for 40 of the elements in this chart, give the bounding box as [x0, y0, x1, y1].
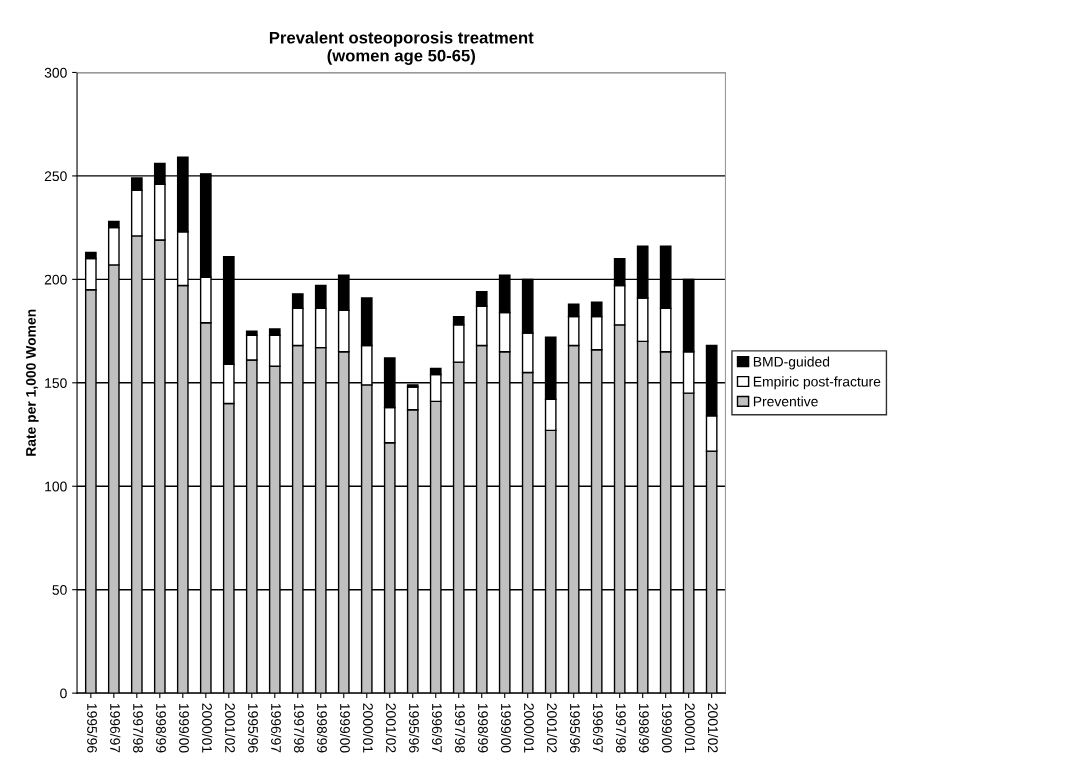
x-tick-label: 1996/97 [592, 703, 604, 753]
legend-label: BMD-guided [753, 356, 830, 370]
y-tick-label: 250 [44, 171, 67, 182]
x-tick-label: 1999/00 [661, 703, 673, 753]
x-tick-label: 1999/00 [500, 703, 512, 753]
y-axis-title: Rate per 1,000 Women [26, 309, 39, 456]
x-tick-label: 1995/96 [409, 703, 420, 753]
chart-title: Prevalent osteoporosis treatment (women age 50-65) [269, 31, 534, 65]
y-tick-label: 150 [45, 378, 67, 388]
x-tick-label: 1995/96 [87, 703, 98, 753]
x-tick-label: 2001/02 [546, 703, 558, 753]
x-tick-label: 2001/02 [707, 703, 719, 753]
legend-label: Empiric post-fracture [753, 376, 881, 390]
x-tick-label: 1996/97 [432, 703, 443, 753]
x-tick-label: 1998/99 [638, 703, 650, 753]
x-tick-label: 1995/96 [569, 703, 581, 753]
x-tick-label: 2000/01 [523, 703, 535, 753]
x-tick-label: 1998/99 [317, 703, 328, 753]
x-tick-label: 1997/98 [455, 703, 466, 753]
x-tick-label: 1997/98 [294, 703, 305, 753]
x-tick-label: 1997/98 [615, 703, 627, 753]
x-tick-label: 1996/97 [271, 703, 282, 753]
x-tick-label: 1998/99 [478, 703, 489, 753]
y-tick-label: 100 [45, 481, 67, 492]
x-tick-label: 2001/02 [225, 703, 236, 753]
x-tick-label: 2000/01 [202, 703, 213, 753]
x-tick-label: 1999/00 [340, 703, 351, 753]
x-tick-label: 2000/01 [363, 703, 374, 753]
y-tick-label: 300 [44, 67, 67, 78]
x-tick-label: 1997/98 [133, 703, 144, 753]
x-tick-label: 1996/97 [110, 703, 121, 753]
y-tick-label: 0 [60, 688, 67, 699]
x-tick-label: 1995/96 [248, 703, 259, 753]
y-tick-label: 50 [52, 585, 67, 595]
legend-label: Preventive [753, 396, 818, 407]
x-tick-label: 1998/99 [156, 703, 167, 753]
y-tick-label: 200 [44, 274, 67, 285]
x-tick-label: 2000/01 [684, 703, 696, 753]
x-tick-label: 1999/00 [179, 703, 190, 753]
x-tick-label: 2001/02 [386, 703, 397, 753]
